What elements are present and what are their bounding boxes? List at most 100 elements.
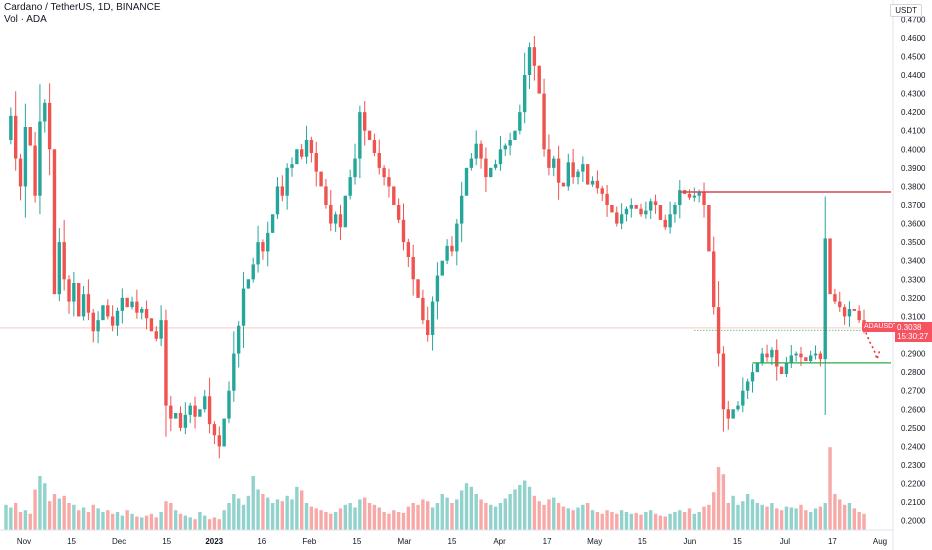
volume-bar bbox=[721, 474, 726, 530]
time-tick-label: 17 bbox=[543, 537, 552, 546]
volume-bar bbox=[81, 507, 86, 530]
volume-bar bbox=[644, 512, 648, 530]
candle-body bbox=[770, 349, 774, 358]
candle-body bbox=[755, 362, 760, 373]
volume-bar bbox=[188, 517, 192, 530]
candle-body bbox=[217, 435, 221, 447]
volume-bar bbox=[154, 517, 158, 530]
candle-body bbox=[246, 279, 251, 289]
volume-bar bbox=[207, 519, 212, 530]
candle-body bbox=[164, 320, 168, 406]
candle-body bbox=[610, 205, 614, 213]
volume-bar bbox=[804, 510, 808, 530]
volume-bar bbox=[33, 489, 37, 530]
volume-bar bbox=[755, 503, 760, 530]
candle-body bbox=[33, 145, 37, 196]
volume-bar bbox=[169, 503, 173, 530]
candle-body bbox=[600, 188, 604, 194]
volume-bar bbox=[324, 512, 328, 530]
volume-bar bbox=[702, 506, 706, 530]
candle-body bbox=[707, 205, 711, 252]
candle-body bbox=[251, 264, 255, 280]
volume-bar bbox=[411, 503, 415, 530]
volume-bar bbox=[159, 512, 163, 530]
candle-body bbox=[736, 405, 740, 410]
candle-body bbox=[135, 301, 139, 313]
candle-body bbox=[828, 238, 832, 295]
price-tick-label: 0.4700 bbox=[901, 15, 926, 24]
volume-bar bbox=[513, 489, 517, 530]
volume-bar bbox=[595, 512, 600, 530]
time-tick-label: Apr bbox=[493, 537, 506, 546]
candle-body bbox=[479, 143, 483, 159]
volume-bar bbox=[542, 504, 546, 530]
volume-bar bbox=[203, 515, 207, 530]
volume-bar bbox=[329, 513, 333, 530]
candle-body bbox=[561, 182, 566, 187]
last-price-tag: 0.3038 15:30:27 bbox=[895, 321, 932, 342]
candle-body bbox=[833, 294, 837, 302]
time-tick-label: 15 bbox=[67, 537, 76, 546]
volume-indicator-label[interactable]: Vol · ADA bbox=[4, 14, 47, 25]
candle-body bbox=[275, 186, 280, 215]
candle-body bbox=[13, 115, 18, 159]
candle-body bbox=[348, 177, 352, 196]
volume-bar bbox=[435, 503, 440, 530]
candle-body bbox=[566, 162, 571, 187]
volume-bar bbox=[624, 512, 629, 530]
candle-body bbox=[712, 251, 716, 308]
bar-countdown: 15:30:27 bbox=[897, 331, 929, 341]
candle-body bbox=[799, 353, 803, 358]
time-axis[interactable]: Nov 15 Dec 15 2023 16 Feb 15 Mar 15 Apr 17 May 15 Jun 1… bbox=[0, 529, 893, 546]
candle-body bbox=[47, 102, 52, 150]
candle-body bbox=[295, 149, 299, 165]
volume-bar bbox=[566, 508, 571, 530]
candle-body bbox=[808, 355, 813, 361]
candle-body bbox=[556, 158, 561, 183]
price-tick-label: 0.4500 bbox=[901, 52, 926, 61]
volume-bar bbox=[426, 501, 430, 530]
volume-bar bbox=[741, 501, 745, 530]
volume-bar bbox=[130, 513, 134, 530]
volume-bar bbox=[430, 507, 435, 530]
volume-bar bbox=[474, 494, 478, 530]
volume-bar bbox=[217, 519, 221, 530]
candle-body bbox=[256, 242, 260, 265]
volume-bar bbox=[198, 512, 202, 530]
time-tick-label: Feb bbox=[302, 537, 316, 546]
chart-legend: Cardano / TetherUS, 1D, BINANCE Vol · AD… bbox=[4, 2, 161, 26]
currency-label[interactable]: USDT bbox=[890, 4, 922, 17]
volume-bars bbox=[4, 447, 866, 530]
price-tick-label: 0.3400 bbox=[901, 257, 926, 266]
volume-bar bbox=[450, 503, 454, 530]
volume-bar bbox=[469, 486, 474, 530]
volume-bar bbox=[673, 512, 677, 530]
price-tick-label: 0.3600 bbox=[901, 220, 926, 229]
candle-body bbox=[760, 353, 764, 363]
price-tick-label: 0.2300 bbox=[901, 461, 926, 470]
candle-body bbox=[852, 309, 857, 311]
candle-body bbox=[387, 177, 391, 187]
price-axis[interactable]: 0.2000 0.2100 0.2200 0.2300 0.2400 0.2500 0.26… bbox=[892, 0, 926, 550]
volume-bar bbox=[489, 504, 493, 530]
candle-body bbox=[67, 279, 71, 302]
volume-bar bbox=[493, 506, 498, 530]
volume-bar bbox=[862, 513, 866, 530]
volume-bar bbox=[222, 510, 226, 530]
symbol-title[interactable]: Cardano / TetherUS, 1D, BINANCE bbox=[4, 2, 161, 13]
volume-bar bbox=[818, 506, 823, 530]
volume-bar bbox=[285, 495, 289, 530]
candle-body bbox=[455, 223, 459, 252]
symbol-price-tag: ADAUSDT bbox=[862, 321, 900, 332]
volume-bar bbox=[619, 510, 624, 530]
candle-body bbox=[43, 102, 47, 122]
candle-body bbox=[513, 130, 517, 140]
candle-body bbox=[644, 210, 648, 215]
candle-body bbox=[605, 193, 609, 205]
time-tick-label: 15 bbox=[162, 537, 171, 546]
price-tick-label: 0.2200 bbox=[901, 480, 926, 489]
volume-bar bbox=[62, 495, 66, 530]
volume-bar bbox=[241, 504, 246, 530]
candle-body bbox=[77, 283, 81, 317]
